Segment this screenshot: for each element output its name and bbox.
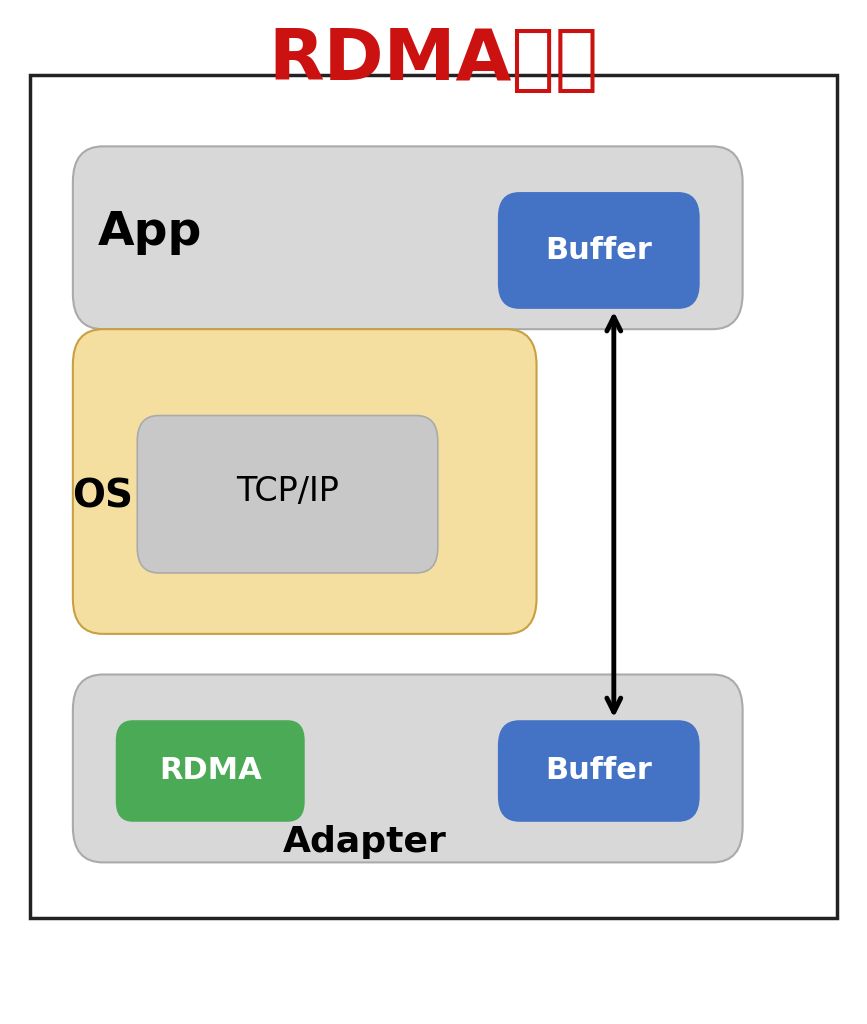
Text: App: App [98,210,202,255]
Text: Adapter: Adapter [283,825,447,859]
FancyBboxPatch shape [498,193,700,309]
Text: Buffer: Buffer [545,236,652,265]
Text: RDMA模式: RDMA模式 [269,26,598,94]
Text: Buffer: Buffer [545,757,652,785]
FancyBboxPatch shape [73,329,537,634]
FancyBboxPatch shape [498,720,700,822]
Text: OS: OS [73,478,134,516]
Text: RDMA: RDMA [159,757,262,785]
FancyBboxPatch shape [73,675,743,862]
FancyBboxPatch shape [137,416,438,573]
Text: TCP/IP: TCP/IP [236,475,339,508]
FancyBboxPatch shape [116,720,304,822]
FancyBboxPatch shape [73,146,743,329]
FancyBboxPatch shape [30,75,837,919]
